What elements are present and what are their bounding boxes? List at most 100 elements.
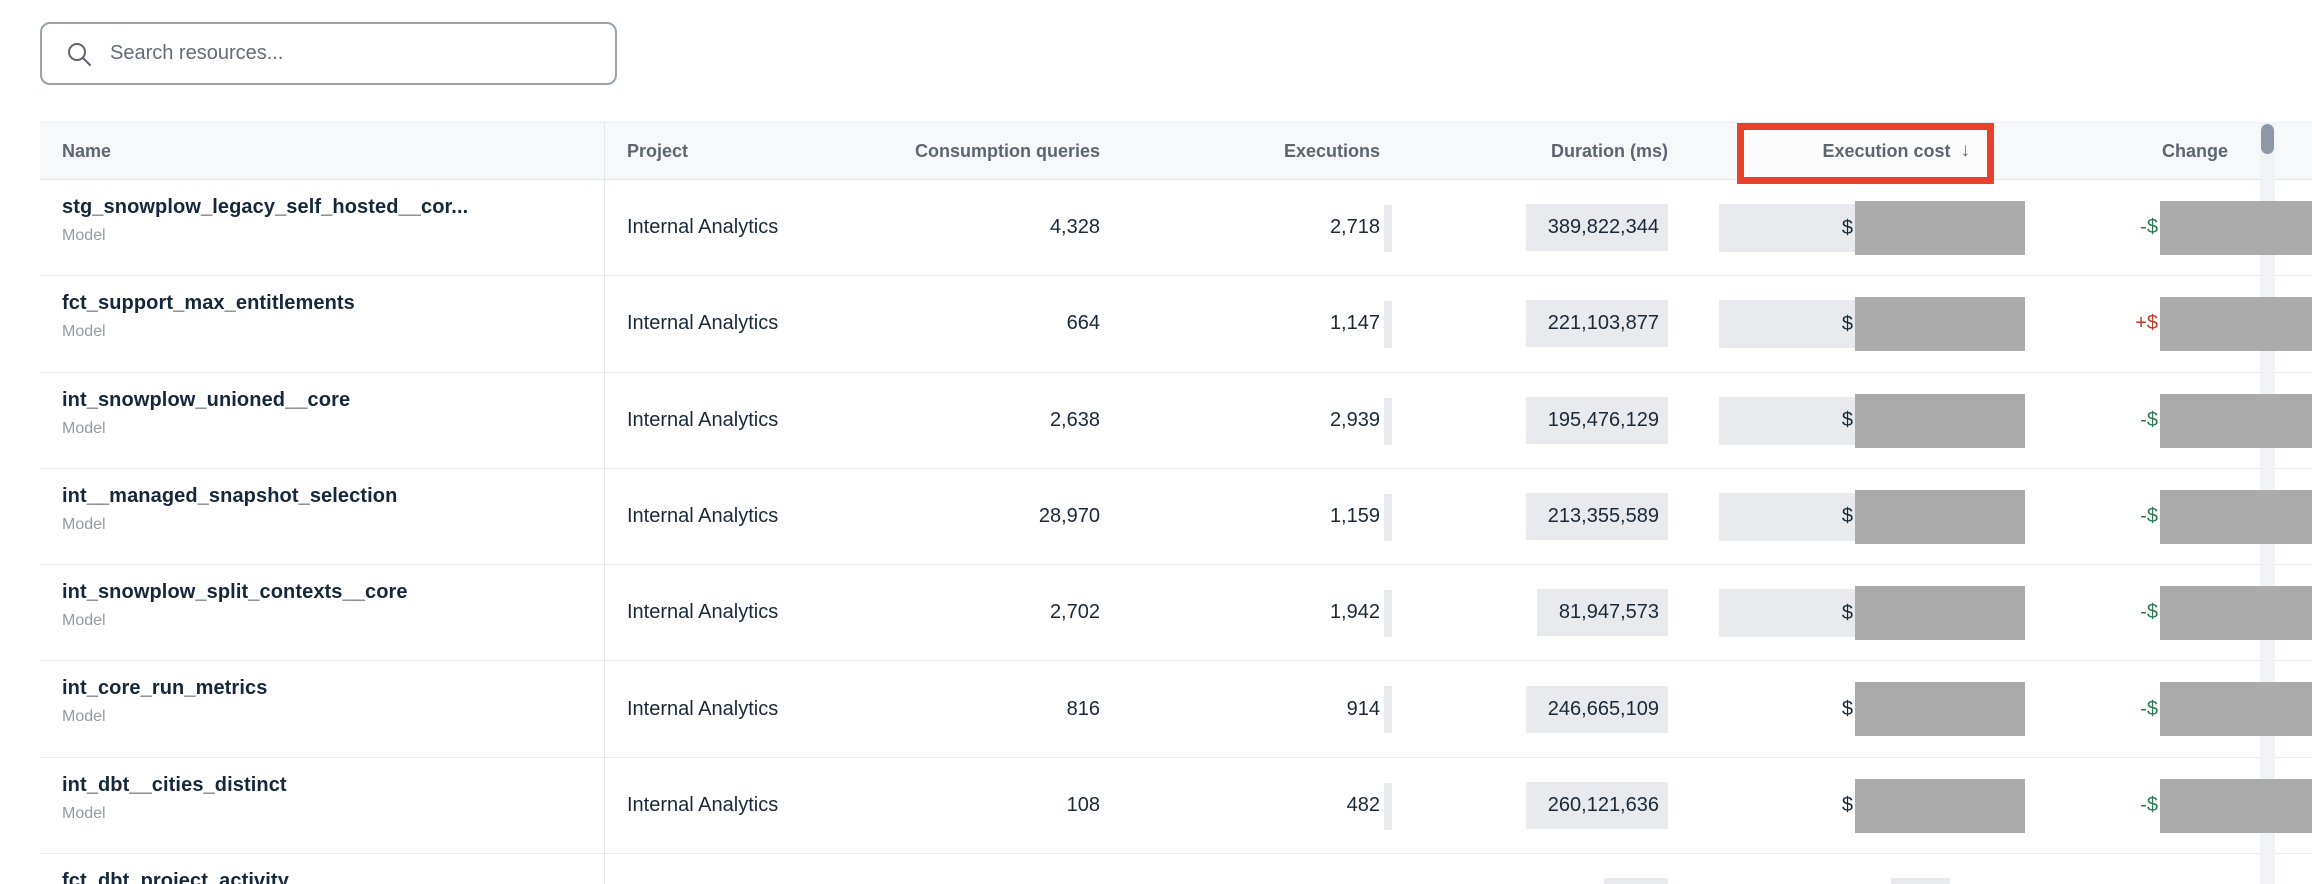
highlight-sliver <box>1384 782 1392 830</box>
resource-cell: int__managed_snapshot_selection Model <box>62 485 397 534</box>
table-row[interactable]: fct_dbt_project_activity Model <box>40 854 2312 884</box>
executions-cell: 1,942 <box>1329 601 1380 624</box>
execution-cost-cell: $ <box>1719 300 1855 349</box>
consumption-queries-cell <box>840 854 1100 884</box>
resource-type: Model <box>62 804 106 822</box>
table-row[interactable]: int_snowplow_split_contexts__core Model … <box>40 565 2312 662</box>
column-header-executions[interactable]: Executions <box>1283 140 1380 161</box>
project-cell: Internal Analytics <box>627 408 779 431</box>
resource-name[interactable]: stg_snowplow_legacy_self_hosted__cor... <box>62 196 469 218</box>
executions-cell: 2,939 <box>1329 408 1380 431</box>
change-prefix: -$ <box>2140 697 2158 720</box>
resource-name[interactable]: fct_dbt_project_activity <box>62 870 289 884</box>
annotation-highlight-box <box>1737 123 1994 184</box>
duration-cell: 389,822,344 <box>1390 180 1668 275</box>
table-row[interactable]: int_core_run_metrics Model Internal Anal… <box>40 661 2312 758</box>
table-body: stg_snowplow_legacy_self_hosted__cor... … <box>40 180 2312 884</box>
executions-cell: 1,147 <box>1329 312 1380 335</box>
resource-name[interactable]: int_core_run_metrics <box>62 677 268 700</box>
duration-value: 213,355,589 <box>1525 493 1668 541</box>
project-cell: Internal Analytics <box>627 216 779 239</box>
execution-cost-redaction-block <box>1855 586 2025 641</box>
change-redaction-block <box>2160 393 2312 448</box>
change-prefix: -$ <box>2140 408 2158 431</box>
execution-cost-redaction-block <box>1855 778 2025 833</box>
execution-cost-cell: $ <box>1841 794 1853 817</box>
highlight-sliver <box>1384 205 1392 252</box>
resource-name[interactable]: int__managed_snapshot_selection <box>62 484 398 507</box>
column-header-execution-cost-label: Execution cost <box>1822 140 1951 161</box>
executions-cell: 482 <box>1346 793 1380 816</box>
highlight-sliver <box>1384 493 1392 541</box>
change-prefix: -$ <box>2140 601 2158 624</box>
scrollbar-thumb[interactable] <box>2261 124 2274 154</box>
duration-cell: 195,476,129 <box>1390 373 1668 468</box>
execution-cost-cell: $ <box>1719 589 1855 638</box>
search-input[interactable] <box>110 42 597 65</box>
table-header-row: Name Project Consumption queries Executi… <box>40 122 2312 184</box>
table-row[interactable]: int__managed_snapshot_selection Model In… <box>40 468 2312 566</box>
project-cell: Internal Analytics <box>627 793 779 816</box>
resource-cell: stg_snowplow_legacy_self_hosted__cor... … <box>62 196 468 245</box>
column-header-execution-cost[interactable]: Execution cost ↓ <box>1745 123 1970 179</box>
execution-cost-redaction-block <box>1855 201 2025 255</box>
highlight-sliver <box>1384 686 1392 734</box>
project-cell: Internal Analytics <box>627 697 779 720</box>
highlight-sliver <box>1384 301 1392 349</box>
search-box[interactable] <box>40 22 617 85</box>
column-divider <box>604 122 605 884</box>
duration-cell: 221,103,877 <box>1390 276 1668 371</box>
change-prefix: -$ <box>2140 505 2158 528</box>
resource-cell: fct_dbt_project_activity Model <box>62 870 289 884</box>
duration-value: 81,947,573 <box>1536 589 1668 637</box>
search-icon <box>68 42 91 66</box>
duration-value: 260,121,636 <box>1525 781 1668 829</box>
column-header-change[interactable]: Change <box>2161 140 2228 161</box>
executions-cell <box>1140 854 1380 884</box>
resource-cell: int_snowplow_split_contexts__core Model <box>62 581 408 630</box>
resources-table: Name Project Consumption queries Executi… <box>40 122 2312 884</box>
resource-type: Model <box>62 323 106 341</box>
duration-value: 246,665,109 <box>1525 685 1668 733</box>
change-redaction-block <box>2160 297 2312 352</box>
resource-cell: fct_support_max_entitlements Model <box>62 292 355 341</box>
column-header-consumption-queries[interactable]: Consumption queries <box>914 140 1100 161</box>
column-header-name[interactable]: Name <box>62 140 112 161</box>
resource-type: Model <box>62 227 106 244</box>
executions-cell: 1,159 <box>1329 505 1380 528</box>
duration-cell: 213,355,589 <box>1390 469 1668 564</box>
consumption-queries-cell: 28,970 <box>1038 505 1100 528</box>
change-prefix: -$ <box>2140 216 2158 239</box>
resource-name[interactable]: fct_support_max_entitlements <box>62 292 355 315</box>
column-header-duration[interactable]: Duration (ms) <box>1551 140 1668 161</box>
execution-cost-cell: $ <box>1841 697 1853 720</box>
project-cell: Internal Analytics <box>627 601 779 624</box>
resource-name[interactable]: int_snowplow_unioned__core <box>62 388 351 411</box>
execution-cost-cell: $ <box>1719 396 1855 445</box>
consumption-queries-cell: 816 <box>1066 697 1100 720</box>
resource-name[interactable]: int_snowplow_split_contexts__core <box>62 581 408 604</box>
table-row[interactable]: int_snowplow_unioned__core Model Interna… <box>40 372 2312 469</box>
table-row[interactable]: stg_snowplow_legacy_self_hosted__cor... … <box>40 180 2312 277</box>
resource-type: Model <box>62 515 106 533</box>
change-redaction-block <box>2160 489 2312 544</box>
change-prefix: -$ <box>2140 793 2158 816</box>
duration-cell: 81,947,573 <box>1390 565 1668 660</box>
consumption-queries-cell: 108 <box>1066 793 1100 816</box>
duration-value: 221,103,877 <box>1525 300 1668 348</box>
resource-cell: int_snowplow_unioned__core Model <box>62 389 350 438</box>
duration-cell <box>1390 854 1668 884</box>
sort-descending-icon: ↓ <box>1960 140 1971 161</box>
column-header-project[interactable]: Project <box>627 140 689 161</box>
resource-name[interactable]: int_dbt__cities_distinct <box>62 773 287 796</box>
execution-cost-redaction-block <box>1855 682 2025 737</box>
change-redaction-block <box>2160 201 2312 255</box>
execution-cost-redaction-block <box>1855 489 2025 544</box>
execution-cost-cell: $ <box>1719 204 1855 252</box>
executions-cell: 914 <box>1346 697 1380 720</box>
highlight-sliver <box>1384 590 1392 638</box>
execution-cost-cell: $ <box>1719 492 1855 541</box>
table-row[interactable]: int_dbt__cities_distinct Model Internal … <box>40 757 2312 855</box>
resource-type: Model <box>62 419 106 437</box>
table-row[interactable]: fct_support_max_entitlements Model Inter… <box>40 276 2312 373</box>
